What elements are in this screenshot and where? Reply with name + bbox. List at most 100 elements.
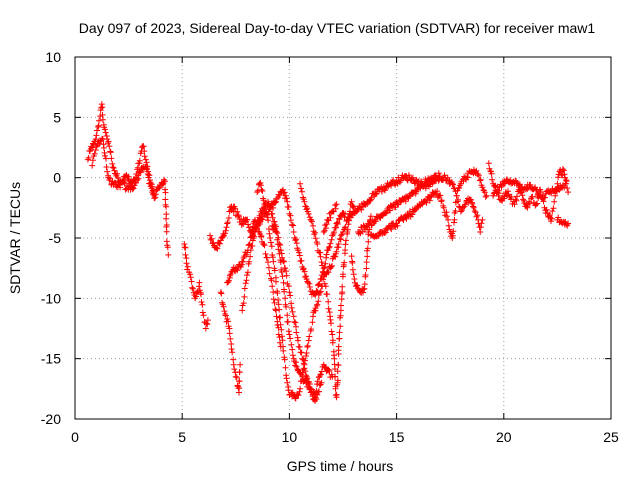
data-point <box>302 368 309 375</box>
data-point <box>372 218 379 225</box>
data-point <box>249 243 256 249</box>
data-point <box>104 168 111 175</box>
data-point <box>360 286 367 293</box>
data-point <box>474 212 481 219</box>
data-point <box>145 168 152 175</box>
data-point <box>382 210 389 217</box>
data-point <box>262 250 269 257</box>
data-point <box>207 232 214 239</box>
data-point <box>470 203 477 210</box>
data-point <box>449 180 456 187</box>
data-point <box>258 233 265 239</box>
data-point <box>318 379 325 386</box>
data-point <box>350 204 357 211</box>
data-point <box>130 185 137 192</box>
data-point <box>103 164 110 170</box>
data-point <box>165 251 172 258</box>
data-point <box>149 183 156 190</box>
data-point <box>281 356 288 363</box>
data-point <box>279 273 286 280</box>
data-point <box>273 278 279 285</box>
data-point <box>151 192 158 199</box>
data-point <box>242 280 249 287</box>
series-sdtvar <box>84 101 572 404</box>
data-point <box>479 216 486 223</box>
data-point <box>228 346 235 352</box>
data-point <box>270 258 277 265</box>
data-point <box>543 206 550 213</box>
data-point <box>164 244 171 251</box>
x-tick-label: 10 <box>282 429 298 445</box>
data-point <box>306 381 313 387</box>
grid-lines <box>75 57 611 419</box>
data-point <box>505 188 511 195</box>
data-point <box>317 288 324 295</box>
data-point <box>334 368 341 375</box>
data-point <box>318 259 325 266</box>
data-point <box>328 328 335 335</box>
data-point <box>309 319 316 326</box>
data-point <box>438 197 445 204</box>
data-point <box>217 289 224 296</box>
data-point <box>445 222 452 229</box>
data-point <box>312 235 319 242</box>
data-point <box>387 224 394 231</box>
data-point <box>332 385 339 392</box>
data-point <box>300 196 307 203</box>
data-point <box>163 215 170 222</box>
data-point <box>275 301 282 308</box>
data-point <box>109 160 116 167</box>
data-point <box>274 322 281 328</box>
data-point <box>552 192 559 199</box>
data-point <box>199 301 206 308</box>
y-tick-label: 10 <box>45 49 61 65</box>
data-point <box>267 235 274 241</box>
data-point <box>365 238 372 245</box>
data-point <box>230 356 237 363</box>
data-point <box>508 194 515 200</box>
data-point <box>297 180 304 187</box>
data-point <box>560 167 567 174</box>
data-point <box>372 191 379 198</box>
data-point <box>437 192 444 199</box>
data-point <box>114 170 121 177</box>
data-point <box>292 395 299 402</box>
data-point <box>259 188 266 194</box>
data-point <box>311 231 318 238</box>
data-point <box>453 192 460 199</box>
data-point <box>320 229 327 235</box>
data-point <box>93 132 100 139</box>
data-point <box>316 388 322 395</box>
data-point <box>226 330 233 337</box>
data-point <box>183 255 190 262</box>
data-point <box>489 176 496 183</box>
data-point <box>350 203 357 210</box>
data-point <box>260 197 267 204</box>
data-point <box>270 289 277 296</box>
x-tick-label: 25 <box>603 429 619 445</box>
data-point <box>291 318 298 325</box>
data-point <box>323 251 330 258</box>
data-point <box>277 314 284 321</box>
data-point <box>284 198 291 205</box>
data-point <box>140 143 147 150</box>
data-point <box>317 253 324 260</box>
y-tick-label: 5 <box>53 109 61 125</box>
data-point <box>199 309 206 316</box>
data-point <box>220 303 227 310</box>
data-point <box>110 165 117 171</box>
data-point <box>271 267 278 274</box>
data-point <box>135 175 142 182</box>
y-tick-label: -15 <box>41 351 61 367</box>
data-point <box>422 185 429 192</box>
data-point <box>94 127 100 134</box>
data-point <box>315 298 322 305</box>
data-point <box>332 373 339 380</box>
data-point <box>295 392 302 399</box>
data-point <box>395 201 402 208</box>
data-point <box>287 335 294 342</box>
data-point <box>327 214 334 221</box>
tick-labels: 0 5 10 15 20 25 -20 -15 -10 -5 0 5 10 <box>41 49 619 445</box>
data-point <box>263 254 270 261</box>
data-point <box>328 264 335 270</box>
